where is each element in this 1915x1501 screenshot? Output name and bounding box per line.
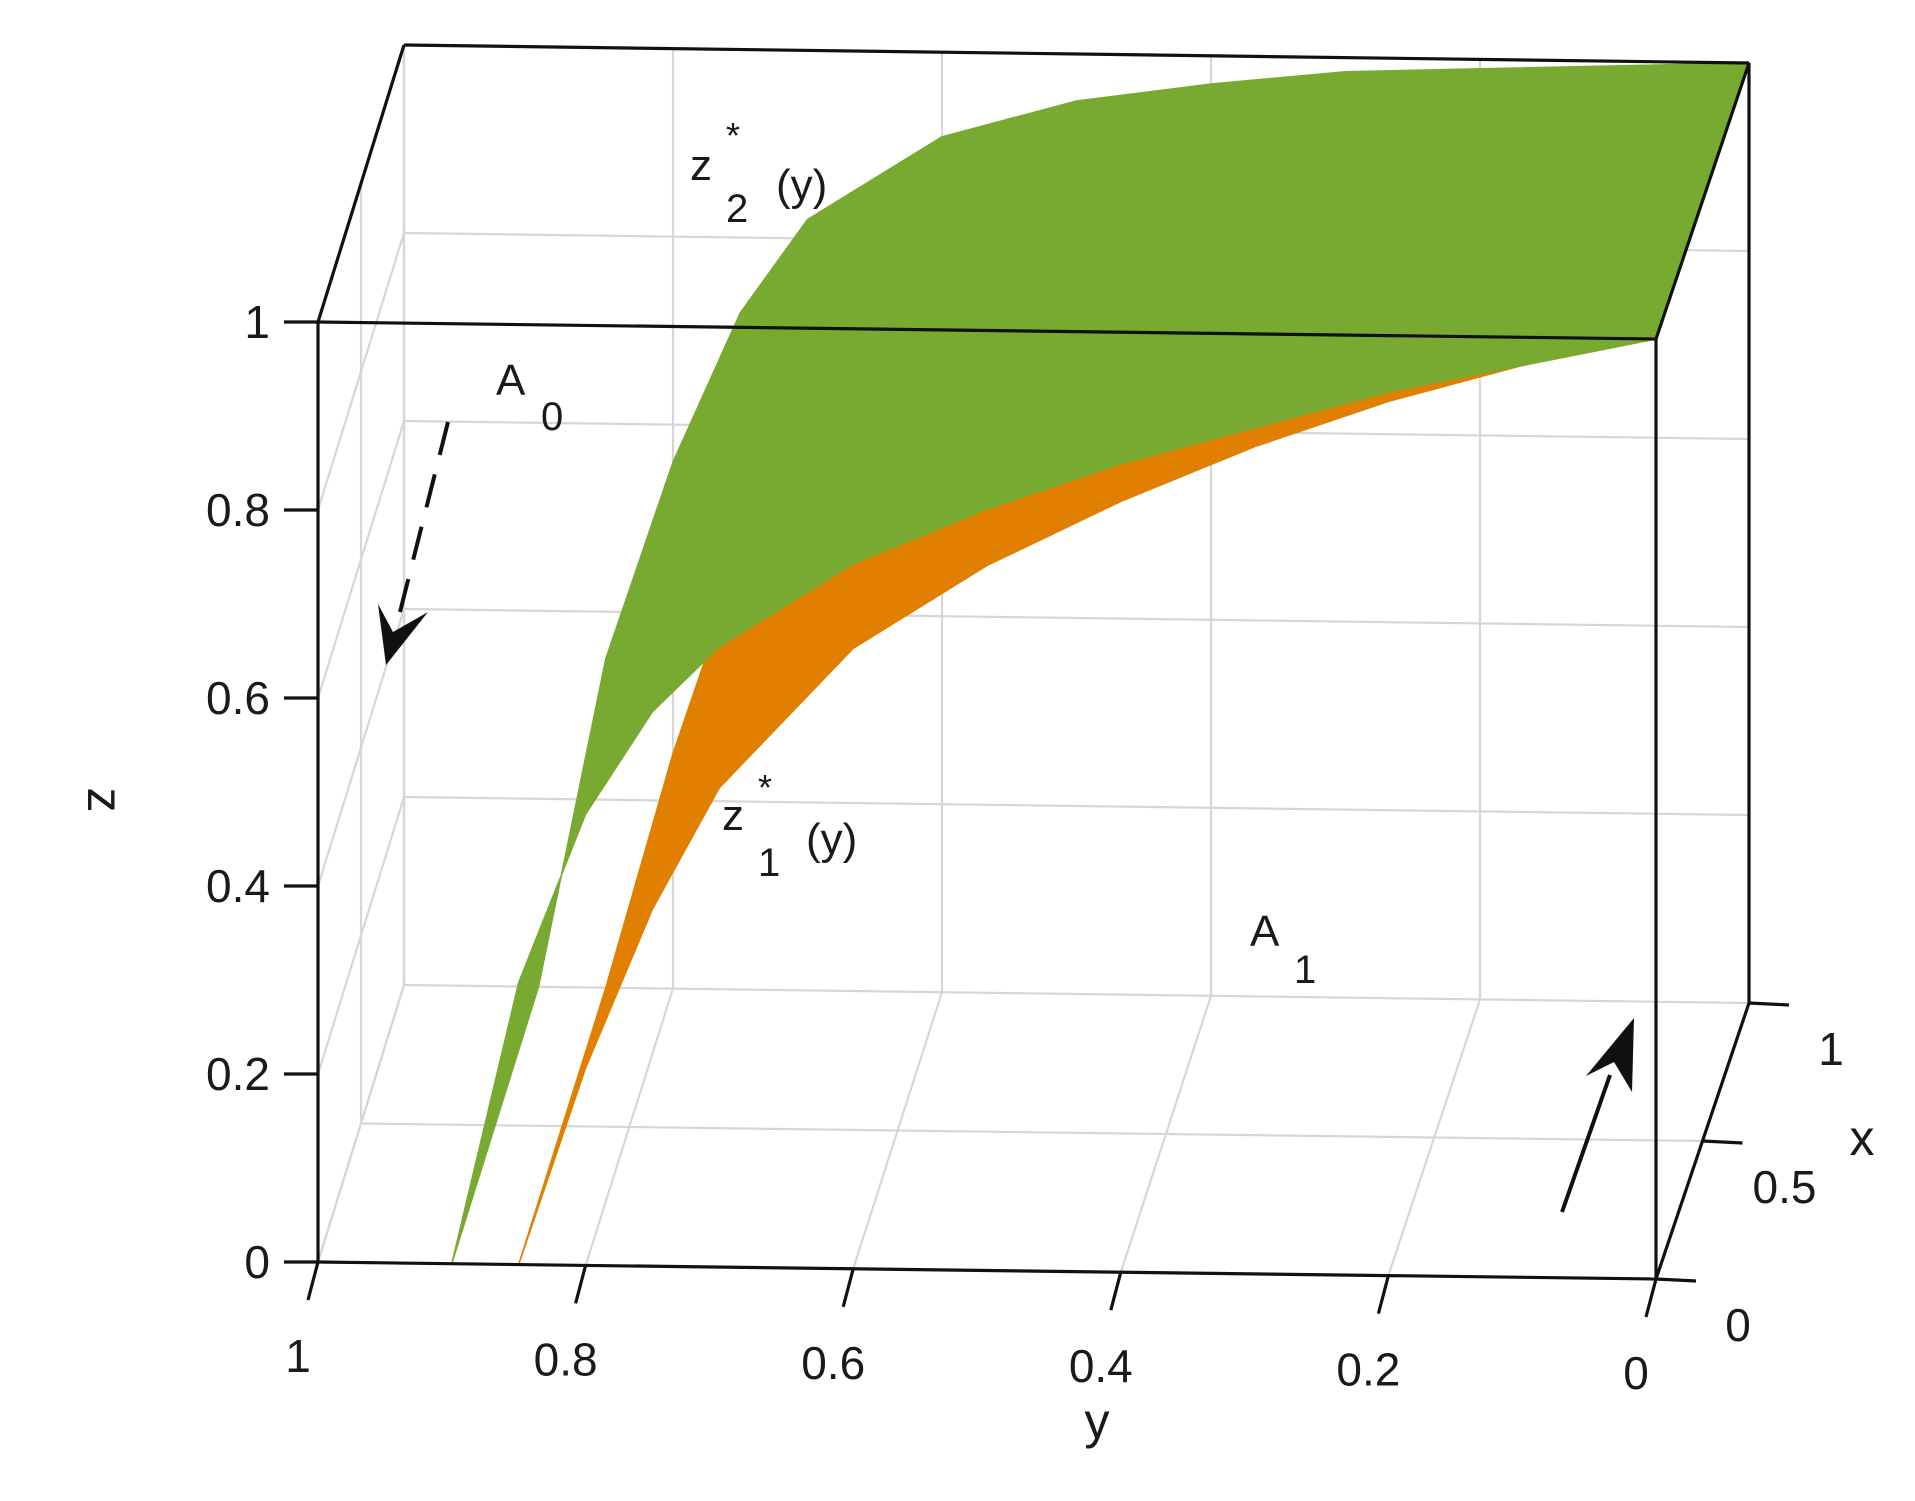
frame-edge	[317, 320, 1657, 341]
a1-label-base: A	[1250, 907, 1280, 956]
x-tick-label: 1	[1818, 1023, 1844, 1075]
grid-line	[403, 607, 1750, 629]
x-tick-label: 0.5	[1753, 1161, 1817, 1213]
y-tick	[1109, 1271, 1123, 1311]
z1-label-star: *	[758, 767, 772, 808]
z2-label-sub: 2	[726, 187, 748, 231]
surfaces	[451, 62, 1751, 1265]
grid-line	[403, 983, 1750, 1005]
z2-label-arg: (y)	[776, 161, 827, 210]
z2-label-base: z	[690, 141, 712, 190]
z1-annotation: z * 1 (y)	[722, 767, 857, 885]
y-axis-label: y	[1085, 1393, 1110, 1449]
frame-edge	[1654, 62, 1751, 340]
x-tick	[1702, 1139, 1743, 1145]
axes-frame	[316, 43, 1751, 1281]
a1-annotation: A 1	[1250, 907, 1316, 992]
z-tick-label: 0.8	[206, 484, 270, 536]
frame-edge	[316, 44, 406, 323]
a1-label-sub: 1	[1294, 948, 1316, 992]
z1-label-arg: (y)	[806, 815, 857, 864]
z2-label-star: *	[726, 115, 740, 156]
y-tick-label: 1	[285, 1330, 311, 1382]
z-tick-label: 0.2	[206, 1048, 270, 1100]
y-tick-label: 0.2	[1336, 1344, 1400, 1396]
grid-line	[360, 1122, 1703, 1143]
y-tick-label: 0.4	[1069, 1340, 1133, 1392]
frame-edge	[317, 1260, 1657, 1281]
a0-label-sub: 0	[541, 395, 563, 439]
z1-label-base: z	[722, 791, 744, 840]
x-tick	[1655, 1277, 1697, 1283]
y-tick	[841, 1268, 855, 1308]
tick-labels: 0 0.2 0.4 0.6 0.8 1 1 0.8 0.6 0.4 0.2 0 0 0.5 1	[206, 296, 1844, 1399]
y-tick	[574, 1264, 588, 1304]
solid-arrow	[1560, 1018, 1634, 1213]
z-axis-label: z	[77, 788, 133, 813]
surface-2	[451, 62, 1751, 1264]
axis-ticks	[284, 320, 1790, 1318]
z-tick-label: 0	[244, 1236, 270, 1288]
y-tick-label: 0.8	[534, 1333, 598, 1385]
z-tick-label: 0.6	[206, 672, 270, 724]
z1-label-sub: 1	[758, 841, 780, 885]
z-tick-label: 1	[244, 296, 270, 348]
y-tick	[1644, 1278, 1658, 1318]
a0-annotation: A 0	[496, 356, 563, 439]
grid-line	[403, 795, 1750, 817]
a0-label-base: A	[496, 356, 526, 405]
y-tick	[1376, 1275, 1390, 1315]
y-tick-label: 0.6	[801, 1337, 865, 1389]
x-tick-label: 0	[1725, 1299, 1751, 1351]
x-tick	[1748, 1001, 1790, 1007]
z2-annotation: z * 2 (y)	[690, 115, 827, 231]
frame-edge	[403, 43, 1750, 65]
x-axis-label: x	[1850, 1110, 1875, 1166]
z-tick-label: 0.4	[206, 860, 270, 912]
dashed-arrow	[378, 421, 450, 665]
y-tick	[306, 1261, 320, 1301]
y-tick-label: 0	[1623, 1347, 1649, 1399]
